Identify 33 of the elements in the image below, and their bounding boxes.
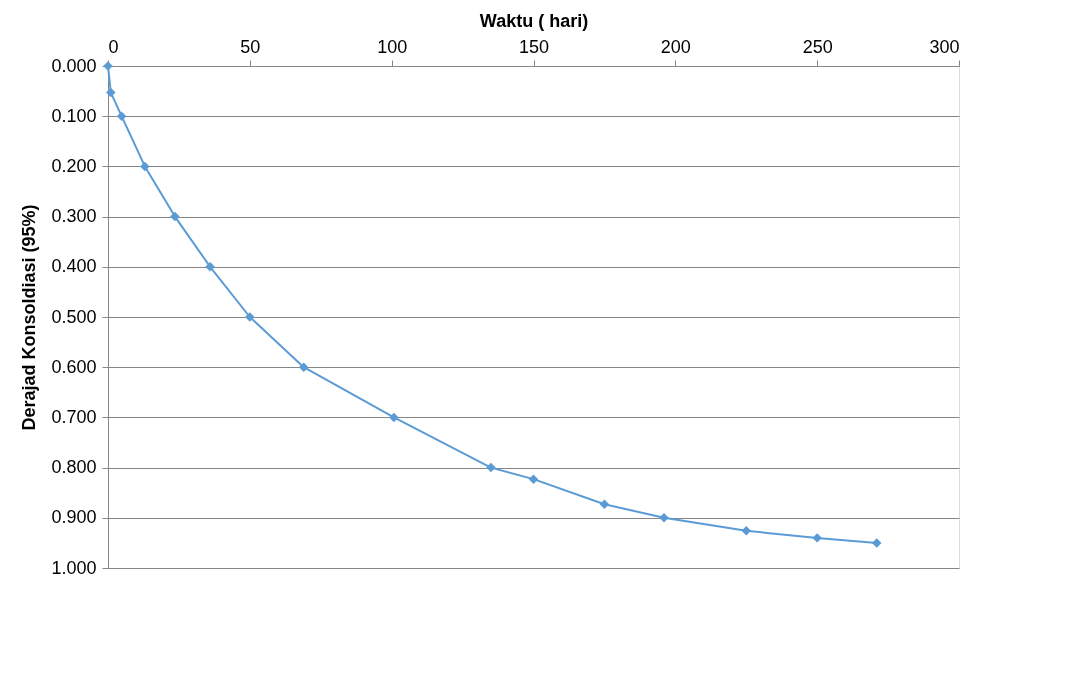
- point: [871, 538, 882, 548]
- point: [486, 462, 496, 473]
- x-tick-label: 100: [377, 36, 408, 57]
- y-tick-label: 0.700: [51, 406, 97, 427]
- x-tick-label: 0: [108, 36, 119, 57]
- x-tick-label: 250: [802, 36, 833, 57]
- x-tick-label: 300: [929, 36, 960, 57]
- point: [140, 161, 150, 172]
- point: [741, 526, 751, 536]
- point: [389, 412, 399, 423]
- y-tick-label: 0.200: [51, 155, 97, 176]
- x-tick-label: 200: [660, 36, 691, 57]
- point: [205, 262, 215, 272]
- point: [116, 111, 127, 121]
- point: [528, 474, 539, 484]
- y-tick-label: 1.000: [51, 557, 97, 578]
- point: [298, 362, 309, 372]
- y-tick-label: 0.500: [51, 306, 97, 327]
- point: [599, 499, 610, 509]
- y-tick-label: 0.600: [51, 356, 97, 377]
- point: [170, 211, 180, 222]
- point: [106, 87, 116, 98]
- x-tick-label: 50: [240, 36, 261, 57]
- y-tick-label: 0.800: [51, 457, 97, 478]
- point: [812, 533, 822, 543]
- x-axis-title: Waktu ( hari): [479, 10, 589, 31]
- y-tick-label: 0.900: [51, 507, 97, 528]
- y-tick-label: 0.400: [51, 256, 97, 277]
- y-tick-label: 0.100: [51, 105, 97, 126]
- y-axis-title: Derajad Konsoldiasi (95%): [19, 204, 40, 431]
- y-tick-label: 0.000: [51, 55, 97, 76]
- x-tick-label: 150: [518, 36, 550, 57]
- y-tick-label: 0.300: [51, 206, 97, 227]
